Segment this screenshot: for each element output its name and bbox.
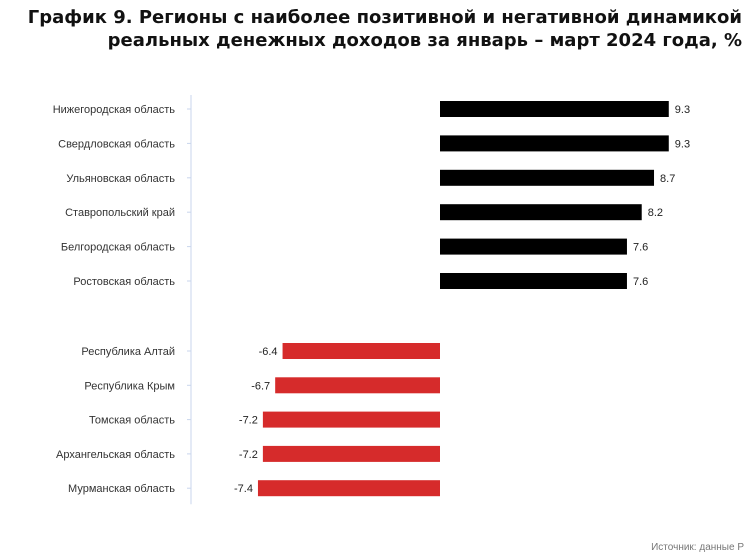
- bar-positive: [440, 135, 669, 152]
- data-label: -7.2: [239, 415, 258, 427]
- data-label: 8.7: [660, 173, 675, 185]
- bar-positive: [440, 101, 669, 117]
- category-label: Мурманская область: [68, 483, 175, 495]
- bar-positive: [440, 204, 642, 221]
- category-label: Томская область: [89, 415, 175, 427]
- data-label: 8.2: [648, 207, 663, 219]
- category-label: Ставропольский край: [65, 207, 175, 219]
- data-label: 7.6: [633, 276, 648, 288]
- category-label: Архангельская область: [56, 449, 175, 461]
- category-label: Республика Крым: [84, 380, 175, 392]
- bar-negative: [275, 377, 440, 394]
- bar-negative: [262, 411, 440, 428]
- category-label: Ростовская область: [73, 276, 175, 288]
- chart-title-line-1: График 9. Регионы с наиболее позитивной …: [27, 7, 742, 28]
- data-label: -7.4: [234, 483, 253, 495]
- category-label: Нижегородская область: [53, 104, 176, 116]
- category-label: Белгородская область: [61, 242, 175, 254]
- bar-negative: [257, 480, 440, 497]
- bar-negative: [282, 343, 440, 359]
- source-note: Источник: данные Р: [651, 542, 744, 553]
- data-label: -7.2: [239, 449, 258, 461]
- bar-positive: [440, 238, 627, 255]
- data-label: 7.6: [633, 242, 648, 254]
- category-label: Ульяновская область: [66, 173, 175, 185]
- chart-title: График 9. Регионы с наиболее позитивной …: [0, 6, 746, 52]
- category-label: Республика Алтай: [81, 346, 175, 358]
- bar-positive: [440, 169, 655, 186]
- data-label: -6.7: [251, 380, 270, 392]
- bar-positive: [440, 273, 627, 289]
- bar-negative: [262, 445, 440, 462]
- chart-title-line-2: реальных денежных доходов за январь – ма…: [107, 30, 742, 51]
- data-label: 9.3: [675, 138, 690, 150]
- data-label: -6.4: [259, 346, 278, 358]
- data-label: 9.3: [675, 104, 690, 116]
- category-label: Свердловская область: [58, 138, 175, 150]
